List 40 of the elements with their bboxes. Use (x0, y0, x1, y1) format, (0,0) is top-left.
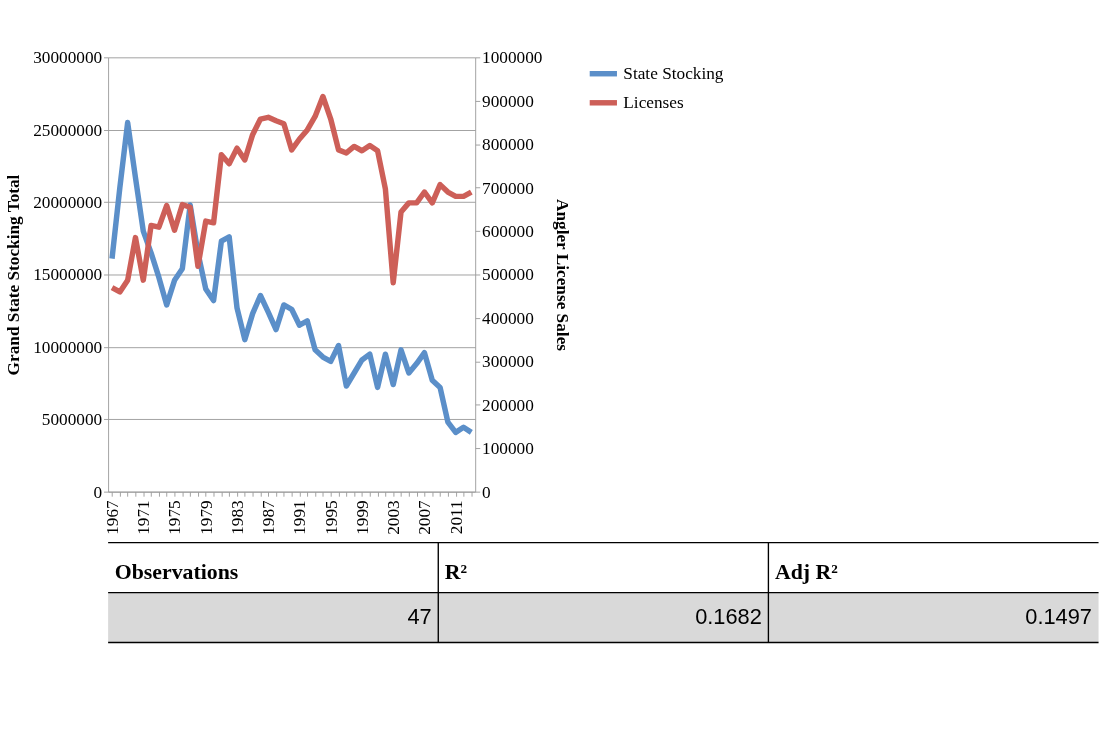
text: Adj R² (775, 560, 839, 585)
y2-tick-label: 600000 (482, 222, 534, 242)
y-tick-label: 10000000 (33, 337, 103, 357)
y2-tick-label: 400000 (482, 308, 534, 328)
x-tick-label: 1987 (259, 499, 279, 535)
y-tick-label: 25000000 (33, 120, 103, 140)
y-tick-label: 5000000 (41, 410, 103, 430)
y2-tick-label: 300000 (482, 352, 534, 372)
x-tick-label: 2003 (384, 500, 404, 535)
x-tick-label: 1979 (196, 500, 216, 535)
y2-tick-label: 700000 (482, 178, 534, 198)
y-tick-label: 15000000 (33, 265, 103, 285)
x-tick-label: 1971 (134, 500, 154, 535)
y2-tick-label: 500000 (482, 265, 534, 285)
y2-tick-label: 900000 (482, 91, 534, 111)
y2-tick-label: 800000 (482, 135, 534, 155)
x-tick-label: 1999 (352, 500, 372, 535)
y2-tick-label: 1000000 (482, 48, 543, 68)
y-tick-label: 30000000 (33, 48, 103, 68)
x-tick-label: 2011 (446, 500, 466, 535)
y-tick-label: 0 (93, 482, 103, 502)
text: Observations (114, 560, 239, 585)
text: 0.1682 (695, 603, 762, 629)
y2-tick-label: 0 (482, 482, 491, 502)
y-tick-label: 20000000 (33, 193, 103, 213)
text: 0.1497 (1025, 603, 1092, 629)
x-tick-label: 1967 (102, 499, 122, 535)
x-tick-label: 2007 (415, 499, 435, 535)
x-tick-label: 1991 (290, 500, 310, 535)
legend-label: Licenses (623, 93, 684, 113)
y2-tick-label: 100000 (482, 439, 534, 459)
y2-axis-title: Angler License Sales (553, 198, 572, 352)
y2-tick-label: 200000 (482, 395, 534, 415)
text: R² (444, 560, 468, 585)
text: 47 (407, 603, 432, 629)
x-tick-label: 1975 (165, 500, 185, 535)
y-axis-title: Grand State Stocking Total (3, 174, 23, 376)
x-tick-label: 1995 (321, 500, 341, 535)
legend-label: State Stocking (623, 64, 724, 84)
x-tick-label: 1983 (227, 500, 247, 535)
